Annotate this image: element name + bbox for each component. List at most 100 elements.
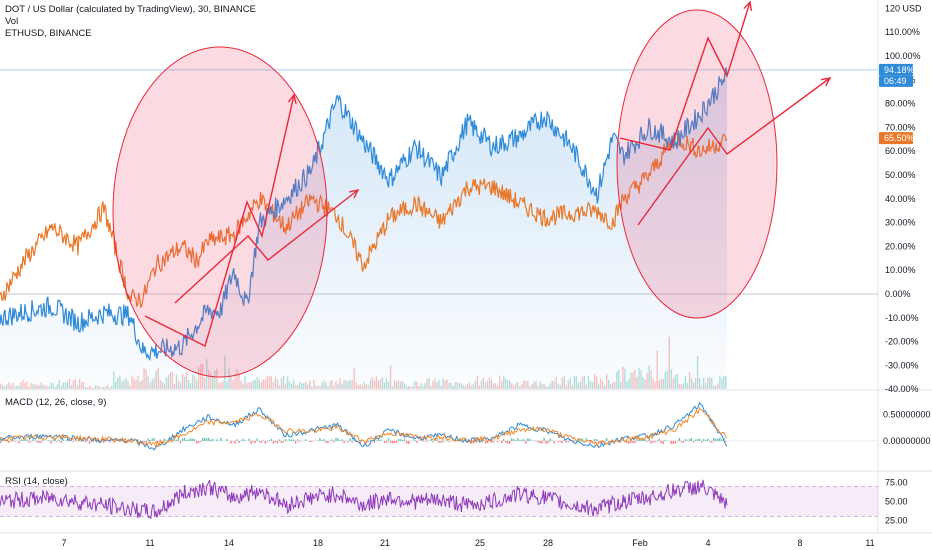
macd-hist-bar	[484, 440, 487, 444]
macd-hist-bar	[549, 438, 551, 441]
macd-hist-bar	[416, 440, 418, 444]
macd-hist-bar	[210, 439, 212, 441]
arrow-head-4	[821, 77, 832, 87]
rsi-axis-label: 75.00	[885, 478, 908, 488]
macd-hist-bar	[486, 440, 489, 444]
macd-hist-bar	[573, 440, 576, 442]
macd-hist-bar	[408, 440, 410, 444]
macd-hist-bar	[702, 439, 705, 441]
macd-hist-bar	[197, 440, 200, 444]
macd-hist-bar	[183, 437, 186, 441]
macd-axis-label: 0.50000000	[883, 409, 931, 419]
macd-hist-bar	[220, 437, 222, 441]
macd-hist-bar	[68, 439, 71, 441]
macd-hist-bar	[383, 440, 386, 444]
macd-hist-bar	[250, 440, 252, 444]
macd-hist-bar	[296, 439, 299, 441]
macd-hist-bar	[725, 440, 727, 443]
macd-hist-bar	[422, 440, 424, 442]
macd-hist-bar	[238, 440, 240, 443]
macd-hist-bar	[72, 440, 75, 443]
macd-hist-bar	[509, 440, 511, 444]
macd-hist-bar	[52, 438, 54, 441]
macd-legend[interactable]: MACD (12, 26, close, 9)	[5, 397, 107, 408]
macd-hist-bar	[644, 439, 646, 441]
macd-hist-bar	[185, 440, 188, 441]
price-axis-label: 20.00%	[885, 241, 916, 251]
macd-hist-bar	[84, 440, 87, 443]
symbol-title[interactable]: DOT / US Dollar (calculated by TradingVi…	[5, 4, 256, 15]
macd-hist-bar	[202, 437, 204, 441]
dot-price-tag-bg	[879, 63, 913, 76]
price-axis-label: 70.00%	[885, 122, 916, 132]
macd-hist-bar	[208, 437, 210, 441]
macd-hist-bar	[527, 438, 529, 441]
vol-legend[interactable]: Vol	[5, 16, 19, 27]
macd-hist-bar	[367, 440, 370, 443]
trend-arrow-2	[174, 189, 359, 304]
macd-hist-bar	[444, 440, 446, 442]
price-axis: 120 USD110.00%100.00%90.00%80.00%70.00%6…	[885, 3, 922, 394]
macd-hist-bar	[545, 440, 547, 444]
macd-hist-bar	[169, 438, 172, 441]
macd-hist-bar	[719, 437, 721, 441]
price-axis-label: 0.00%	[885, 289, 911, 299]
macd-hist-bar	[442, 440, 444, 443]
macd-hist-bar	[543, 437, 545, 441]
price-axis-label: 120 USD	[885, 3, 922, 13]
macd-signal-line	[0, 407, 728, 449]
macd-hist-bar	[173, 439, 176, 441]
macd-hist-bar	[10, 440, 12, 442]
macd-hist-bar	[595, 439, 598, 441]
macd-hist-bar	[24, 439, 26, 441]
macd-hist-bar	[256, 438, 258, 441]
rsi-line	[0, 479, 728, 520]
macd-hist-bar	[137, 439, 139, 441]
trend-arrow-3	[619, 1, 751, 151]
macd-hist-bar	[270, 438, 273, 441]
eth-price-tag-bg	[879, 132, 913, 145]
macd-hist-bar	[589, 440, 592, 444]
compare-legend[interactable]: ETHUSD, BINANCE	[5, 28, 92, 39]
macd-hist-bar	[640, 438, 642, 441]
macd-hist-bar	[707, 438, 709, 441]
macd-hist-bar	[206, 438, 208, 441]
macd-hist-bar	[694, 439, 697, 441]
macd-hist-bar	[189, 438, 192, 441]
dot-price-tag: 94.18%	[879, 63, 915, 76]
macd-hist-bar	[492, 440, 495, 443]
macd-hist-bar	[565, 440, 567, 443]
macd-hist-bar	[163, 438, 166, 441]
macd-hist-bar	[48, 440, 50, 441]
macd-hist-bar	[216, 439, 218, 441]
rsi-legend[interactable]: RSI (14, close)	[5, 476, 68, 487]
macd-hist-bar	[430, 439, 432, 441]
macd-hist-bar	[696, 439, 699, 441]
time-axis-label: 28	[543, 538, 553, 548]
macd-hist-bar	[377, 439, 380, 441]
price-axis-label: 110.00%	[885, 27, 920, 37]
macd-hist-bar	[541, 440, 543, 444]
macd-hist-bar	[325, 440, 327, 443]
time-axis-label: 14	[224, 538, 234, 548]
macd-hist-bar	[157, 440, 159, 442]
macd-hist-bar	[119, 440, 121, 443]
macd-hist-bar	[42, 438, 44, 441]
macd-hist-bar	[18, 440, 20, 444]
macd-hist-bar	[311, 440, 313, 442]
macd-hist-bar	[40, 440, 42, 443]
arrow-head-3	[743, 0, 753, 12]
macd-hist-bar	[393, 440, 396, 443]
time-axis-label: 7	[61, 538, 66, 548]
macd-hist-bar	[254, 440, 256, 444]
trend-arrow-1	[144, 94, 295, 348]
macd-hist-bar	[242, 438, 244, 441]
macd-hist-bar	[658, 438, 660, 441]
macd-hist-bar	[656, 440, 658, 442]
macd-hist-bar	[662, 440, 664, 444]
macd-hist-bar	[632, 440, 634, 444]
macd-hist-bar	[175, 439, 178, 441]
macd-hist-bar	[333, 440, 335, 443]
macd-hist-bar	[252, 440, 254, 443]
